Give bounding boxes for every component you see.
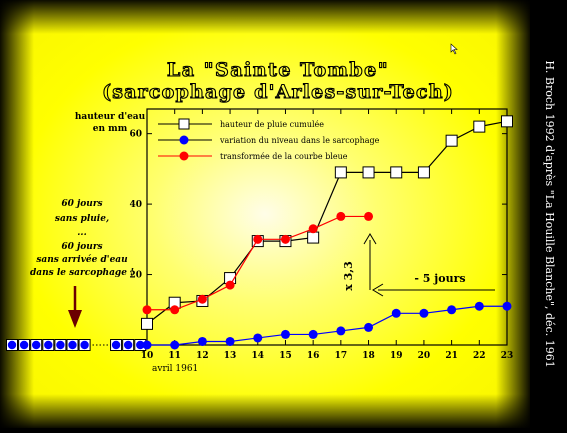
data-point: [170, 305, 180, 315]
left-note-line: sans pluie,: [55, 214, 109, 224]
data-point: [447, 305, 457, 315]
series-1: [142, 301, 512, 350]
left-note-line: 60 jours: [61, 199, 102, 209]
data-point: [142, 340, 152, 350]
axes: 10 11 12 13 14 15 16 17 18 19 20 21 22 23 20 40 60: [129, 109, 513, 361]
prior-day-point: [136, 340, 145, 350]
legend: hauteur de pluie cumulée variation du ni…: [158, 118, 380, 161]
x-tick-label: 18: [362, 351, 375, 361]
background-panel: [0, 0, 530, 428]
data-point: [362, 166, 375, 179]
data-point: [334, 166, 347, 179]
x-tick-label: 21: [445, 351, 458, 361]
data-point: [364, 211, 374, 221]
x-tick-label: 15: [279, 351, 292, 361]
data-point: [336, 326, 346, 336]
data-point: [141, 317, 153, 330]
x-tick-label: 20: [418, 351, 431, 361]
legend-item-level: variation du niveau dans le sarcophage: [158, 135, 380, 145]
x-tick-label: 16: [307, 351, 320, 361]
prior-day-point: [44, 340, 53, 350]
prior-day-point: [68, 340, 77, 350]
legend-item-rain: hauteur de pluie cumulée: [158, 118, 324, 130]
x-tick-label: 11: [168, 351, 181, 361]
data-point: [142, 305, 152, 315]
chart-title-line2: (sarcophage d'Arles-sur-Tech): [102, 81, 454, 103]
y-tick-label: 40: [129, 200, 142, 210]
data-point: [308, 329, 318, 339]
data-point: [225, 336, 235, 346]
data-point: [336, 211, 346, 221]
prior-day-point: [32, 340, 41, 350]
x-axis-label: avril 1961: [152, 364, 198, 374]
data-point: [474, 301, 484, 311]
shift-annotation: - 5 jours: [372, 272, 495, 297]
x-tick-label: 22: [473, 351, 486, 361]
left-note: 60 jours sans pluie, ... 60 jours sans a…: [30, 199, 134, 278]
prior-day-point: [111, 340, 121, 350]
data-point: [473, 120, 486, 133]
cursor-icon: [450, 43, 458, 55]
data-point: [170, 340, 180, 350]
data-point: [502, 301, 512, 311]
x-tick-label: 17: [335, 351, 348, 361]
prior-day-point: [56, 340, 65, 350]
chart-title-line1: La "Sainte Tombe": [167, 59, 389, 81]
left-note-line: ...: [77, 228, 86, 238]
data-point: [390, 166, 403, 179]
prior-day-point: [7, 340, 17, 350]
left-note-line: 60 jours: [61, 242, 102, 252]
series: [141, 115, 513, 350]
x-tick-label: 14: [252, 351, 265, 361]
data-point: [225, 280, 235, 290]
legend-item-transformed: transformée de la courbe bleue: [158, 151, 348, 161]
data-point: [445, 134, 458, 147]
series-2: [142, 211, 374, 315]
legend-label: hauteur de pluie cumulée: [220, 120, 324, 129]
side-credit: H. Broch 1992 d'après "La Houille Blanch…: [543, 60, 556, 367]
factor-annotation: x 3,3: [342, 233, 377, 291]
data-point: [501, 115, 513, 128]
factor-label: x 3,3: [342, 261, 355, 291]
data-point: [419, 308, 429, 318]
data-point: [364, 322, 374, 332]
prior-day-point: [19, 340, 29, 350]
x-tick-label: 23: [501, 351, 514, 361]
y-tick-label: 60: [129, 130, 142, 140]
y-tick-label: 20: [129, 271, 142, 281]
data-point: [280, 329, 290, 339]
data-point: [197, 336, 207, 346]
shift-label: - 5 jours: [414, 272, 465, 285]
legend-label: variation du niveau dans le sarcophage: [219, 136, 380, 145]
y-axis-label-line1: hauteur d'eau: [75, 112, 146, 122]
prior-days-markers: [6, 339, 147, 351]
data-point: [307, 231, 320, 244]
down-arrow-icon: [68, 286, 82, 328]
prior-day-point: [80, 340, 89, 350]
data-point: [417, 166, 430, 179]
x-tick-label: 13: [224, 351, 237, 361]
prior-day-point: [123, 340, 133, 350]
data-point: [280, 234, 290, 244]
left-note-line: dans le sarcophage !: [30, 268, 134, 278]
left-note-line: sans arrivée d'eau: [36, 254, 128, 265]
plot-frame: [146, 108, 508, 346]
data-point: [391, 308, 401, 318]
x-tick-label: 10: [141, 351, 154, 361]
data-point: [197, 294, 207, 304]
legend-label: transformée de la courbe bleue: [220, 152, 348, 161]
x-tick-label: 19: [390, 351, 403, 361]
x-tick-label: 12: [196, 351, 209, 361]
series-line: [147, 305, 507, 346]
data-point: [308, 224, 318, 234]
data-point: [253, 333, 263, 343]
y-axis-label-line2: en mm: [93, 124, 128, 134]
data-point: [253, 234, 263, 244]
